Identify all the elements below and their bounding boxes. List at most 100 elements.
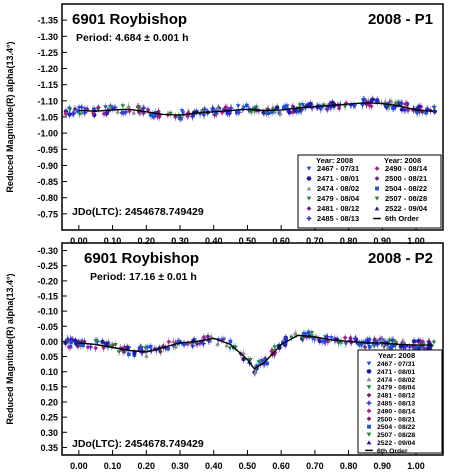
data-point [330, 100, 335, 105]
data-point [424, 110, 429, 115]
x-tick-label: 0.50 [239, 236, 257, 246]
y-tick-label: -1.35 [37, 16, 58, 26]
data-point [287, 110, 293, 115]
data-point [261, 110, 266, 115]
legend-entry: 2485 - 08/13 [317, 214, 359, 223]
data-point [75, 343, 81, 349]
data-point [414, 346, 418, 350]
data-point [121, 349, 127, 355]
data-point [63, 340, 68, 346]
legend-entry: 2500 - 08/21 [377, 416, 415, 423]
data-point [103, 105, 108, 110]
data-point [235, 110, 239, 115]
legend-title-1: Year: 2008 [316, 156, 353, 165]
x-tick-label: 0.60 [272, 461, 290, 471]
legend-entry: 2474 - 08/02 [317, 184, 359, 193]
legend-marker [366, 408, 372, 414]
data-point [422, 346, 427, 351]
data-point [393, 344, 398, 349]
data-point [367, 344, 372, 349]
y-tick-label: -0.80 [37, 193, 58, 203]
data-point [185, 341, 191, 347]
data-point [390, 337, 396, 343]
data-point [224, 105, 230, 111]
data-point [109, 344, 114, 349]
y-tick-label: -0.95 [37, 145, 58, 155]
y-ticks: -1.35 -1.30 -1.25 -1.20 -1.15 -1.10 -1.05 -1.00… [37, 16, 67, 219]
data-point [156, 109, 161, 114]
data-point [352, 104, 358, 109]
x-tick-label: 0.40 [205, 236, 223, 246]
data-point [414, 109, 420, 114]
data-point [221, 337, 227, 342]
data-point [282, 342, 288, 348]
data-point [180, 111, 186, 116]
y-tick-label: -1.10 [37, 96, 58, 106]
data-point [420, 344, 424, 349]
x-tick-label: 0.40 [205, 461, 223, 471]
y-tick-label: -0.05 [37, 322, 58, 332]
data-point [76, 109, 80, 113]
data-point [224, 343, 229, 348]
data-point [358, 342, 364, 347]
data-point [270, 110, 274, 114]
legend-entry: 6th Order [377, 448, 408, 455]
data-point [77, 112, 83, 117]
period-text: Period: 4.684 ± 0.001 h [76, 32, 189, 44]
data-point [126, 103, 131, 108]
data-point [120, 104, 126, 109]
data-point [166, 339, 172, 345]
x-tick-label: 0.20 [138, 236, 156, 246]
data-point [101, 111, 107, 117]
data-point [173, 344, 179, 349]
data-point [73, 341, 79, 347]
data-point [272, 345, 278, 350]
legend-marker [306, 186, 312, 191]
data-point [241, 356, 246, 362]
data-point [329, 336, 334, 341]
data-point [282, 105, 286, 110]
data-point [191, 338, 196, 344]
data-point [290, 109, 296, 115]
data-point [399, 107, 405, 112]
legend-entry: 2485 - 08/13 [377, 401, 415, 408]
legend-entry: 2471 - 08/01 [317, 174, 359, 183]
legend-entry: 2479 - 08/04 [377, 385, 415, 392]
chart-title: 6901 Roybishop [72, 11, 187, 28]
data-point [297, 103, 303, 108]
plot-frame [61, 242, 444, 456]
data-point [88, 344, 93, 350]
legend-title: Year: 2008 [378, 351, 415, 360]
x-tick-label: 1.00 [407, 461, 425, 471]
data-point [72, 338, 78, 343]
x-ticks: 0.00 0.10 0.20 0.30 0.40 0.50 0.60 0.70 0.80 0.90… [70, 225, 425, 246]
legend-marker [374, 166, 380, 171]
legend-marker [374, 196, 380, 201]
data-point [148, 344, 153, 349]
data-point [248, 358, 253, 362]
data-point [132, 350, 137, 356]
data-point [336, 341, 341, 346]
legend-entry: 2490 - 08/14 [377, 408, 415, 415]
data-point [93, 345, 99, 351]
data-point [125, 345, 130, 350]
data-point [405, 107, 411, 113]
data-point [171, 339, 176, 344]
x-tick-label: 0.70 [306, 236, 324, 246]
data-point [92, 107, 96, 112]
data-point [396, 101, 401, 106]
data-point [431, 340, 437, 345]
y-tick-label: -0.75 [37, 209, 58, 219]
data-point [360, 98, 366, 103]
data-point [290, 104, 296, 109]
y-tick-label: -0.15 [37, 292, 58, 302]
y-tick-label: -0.30 [37, 246, 58, 256]
data-point [256, 360, 262, 365]
data-point [300, 336, 306, 341]
data-point [126, 352, 131, 357]
data-point [259, 358, 265, 363]
data-point [342, 335, 348, 341]
data-point [398, 344, 404, 349]
session-label: 2008 - P1 [368, 11, 433, 28]
